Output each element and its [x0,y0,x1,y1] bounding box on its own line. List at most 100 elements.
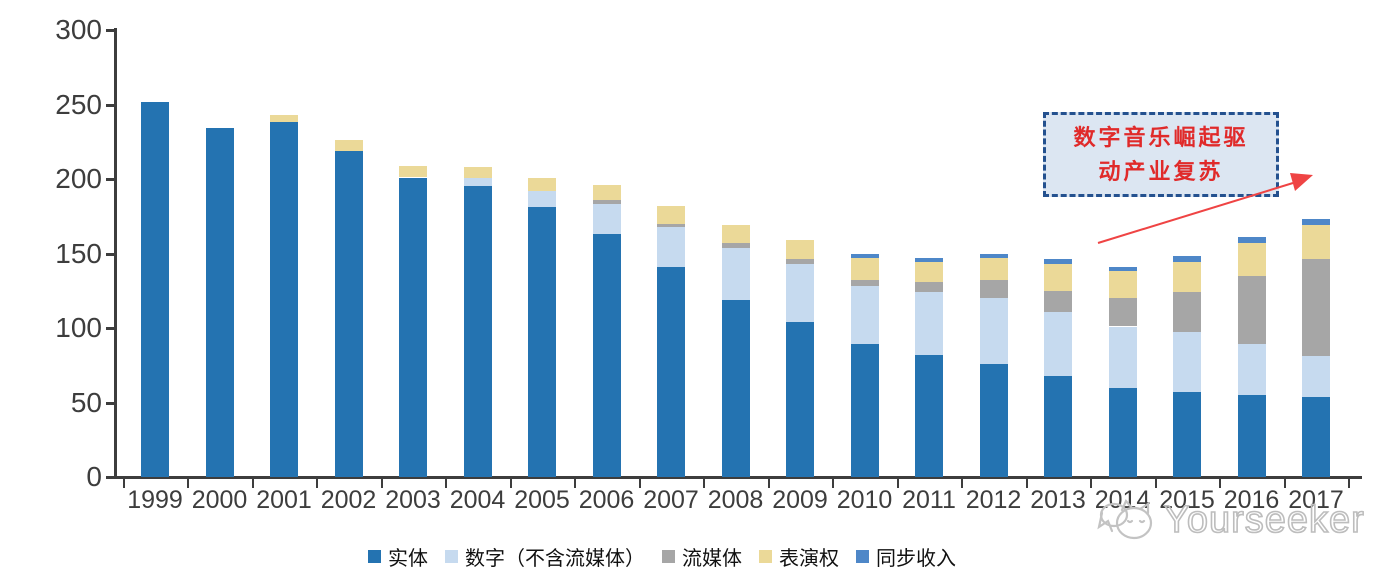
bar-segment-performance-2007 [657,205,685,224]
bar-segment-digital-2010 [850,286,879,345]
bar-segment-physical-1999 [141,101,169,477]
x-axis-tick [1283,479,1286,488]
x-axis-line [114,476,1362,479]
x-axis-label: 2017 [1288,486,1344,514]
bar-segment-streaming-2017 [1302,259,1330,357]
bar-segment-performance-2016 [1237,243,1266,276]
bar-segment-performance-2017 [1302,225,1330,260]
bar-segment-performance-2009 [786,240,814,260]
y-axis-tick [106,29,115,32]
bar-segment-streaming-2006 [592,199,621,205]
bar-segment-performance-2015 [1173,262,1201,293]
bar-segment-physical-2011 [915,354,943,477]
x-axis-label: 2012 [965,486,1022,514]
x-axis-label: 2010 [836,486,893,514]
x-axis-label: 2007 [643,486,699,514]
bar-segment-physical-2001 [270,122,298,477]
annotation-text-line1: 数字音乐崛起驱 [1073,124,1249,151]
bar-segment-streaming-2008 [721,243,750,248]
bar-segment-digital-2007 [657,226,685,267]
bar-segment-streaming-2014 [1108,298,1137,327]
x-axis-label: 2015 [1159,486,1215,514]
x-axis-label: 2011 [902,486,956,514]
legend-item-sync: 同步收入 [856,542,956,571]
y-axis-tick [106,476,115,479]
legend-label-streaming: 流媒体 [682,546,742,570]
bar-segment-digital-2004 [463,177,492,187]
bar-segment-streaming-2015 [1173,292,1201,333]
y-axis-tick [106,327,115,330]
bar-segment-sync-2011 [915,257,943,263]
legend-label-physical: 实体 [388,546,428,570]
bar-segment-performance-2001 [270,114,298,123]
y-axis-tick [106,178,115,181]
annotation-text-line2: 动产业复苏 [1098,158,1224,185]
x-axis-tick [445,479,448,488]
legend-label-performance: 表演权 [779,546,839,570]
y-axis-tick [106,252,115,256]
bar-segment-physical-2012 [979,363,1008,477]
bar-segment-digital-2008 [721,247,750,300]
bar-segment-physical-2010 [850,344,879,477]
legend-item-physical: 实体 [368,542,428,571]
x-axis-tick [767,479,770,488]
bar-segment-digital-2016 [1237,344,1266,396]
bar-segment-sync-2016 [1237,237,1266,244]
legend-label-sync: 同步收入 [876,546,956,570]
watermark: Yourseeker [1096,497,1365,543]
bar-segment-physical-2005 [528,207,556,477]
bar-segment-physical-2014 [1108,387,1137,477]
x-axis-label: 2003 [385,486,441,514]
x-axis-label: 1999 [127,486,183,514]
x-axis-tick [896,479,899,488]
bar-segment-digital-2011 [915,292,943,355]
y-axis-tick-label: 100 [55,312,102,343]
x-axis-tick [1025,479,1028,488]
bar-segment-performance-2008 [721,225,750,244]
y-axis-tick-label: 0 [86,461,102,492]
legend-swatch-performance [759,550,772,563]
x-axis-label: 2004 [449,486,506,514]
x-axis-tick [251,479,254,488]
bar-segment-physical-2007 [657,266,685,477]
bar-segment-physical-2006 [592,234,621,477]
bar-segment-performance-2002 [334,140,363,151]
bar-segment-physical-2000 [205,128,234,477]
x-axis-label: 2008 [707,486,764,514]
x-axis-tick [961,479,964,488]
bar-segment-physical-2003 [399,177,427,477]
bar-segment-physical-2008 [721,299,750,477]
legend: 实体 数字（不含流媒体） 流媒体 表演权 同步收入 [368,542,956,571]
bar-segment-digital-2005 [528,190,556,208]
bar-segment-physical-2015 [1173,392,1201,477]
bar-segment-physical-2016 [1237,395,1266,477]
bar-segment-sync-2014 [1108,266,1137,272]
yourseeker-cat-logo-icon [1097,498,1153,540]
x-axis-label: 2000 [191,486,248,514]
legend-swatch-streaming [662,550,675,563]
bar-segment-performance-2011 [915,262,943,282]
y-axis-tick-label: 200 [55,163,102,194]
y-axis-tick-label: 50 [70,386,102,418]
x-axis-tick [832,479,835,488]
bar-segment-performance-2014 [1108,271,1137,299]
x-axis-tick [638,479,641,488]
x-axis-label: 2013 [1030,486,1086,514]
legend-item-streaming: 流媒体 [662,542,742,571]
bar-segment-physical-2004 [463,186,492,477]
x-axis-tick [1219,479,1222,488]
x-axis-tick [1154,479,1157,488]
bar-segment-physical-2017 [1302,396,1330,477]
x-axis-tick [380,479,383,488]
x-axis-label: 2006 [578,486,635,514]
legend-item-performance: 表演权 [759,542,839,571]
bar-segment-sync-2013 [1044,259,1072,264]
y-axis-line [114,28,117,479]
y-axis-tick [106,401,115,405]
x-axis-tick [1348,479,1351,488]
bar-segment-streaming-2009 [786,259,814,264]
bar-segment-streaming-2010 [850,280,879,287]
annotation-callout: 数字音乐崛起驱 动产业复苏 [1043,112,1279,197]
bar-segment-sync-2010 [850,253,879,258]
